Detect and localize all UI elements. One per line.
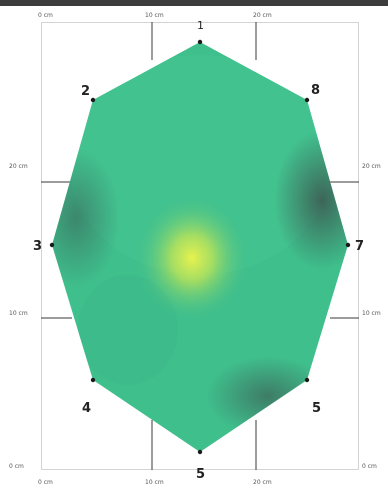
electrode-label-7: 7 <box>355 239 364 254</box>
tick-label-bottom-0: 0 cm <box>38 479 53 486</box>
tick-label-right-2: 0 cm <box>362 463 377 470</box>
tick-label-bottom-2: 20 cm <box>253 479 272 486</box>
electrode-marker-8 <box>304 97 310 103</box>
tick-label-top-2: 20 cm <box>253 12 272 19</box>
electrode-markers <box>49 39 351 455</box>
electrode-marker-7 <box>345 242 351 248</box>
electrode-label-3: 3 <box>33 239 42 254</box>
electrode-marker-6 <box>304 377 310 383</box>
tick-label-bottom-1: 10 cm <box>145 479 164 486</box>
electrode-label-2: 2 <box>81 84 90 99</box>
electrode-marker-1 <box>197 39 203 45</box>
tick-label-top-1: 10 cm <box>145 12 164 19</box>
electrode-label-5: 5 <box>196 467 205 482</box>
tick-label-right-1: 10 cm <box>362 310 381 317</box>
electrode-marker-3 <box>49 242 55 248</box>
electrode-label-8: 8 <box>311 83 320 98</box>
pressure-field <box>52 42 348 452</box>
electrode-marker-4 <box>90 377 96 383</box>
electrode-label-6: 5 <box>312 401 321 416</box>
tick-label-top-0: 0 cm <box>38 12 53 19</box>
tick-label-right-0: 20 cm <box>362 163 381 170</box>
electrode-marker-5 <box>197 449 203 455</box>
tick-label-left-2: 0 cm <box>9 463 24 470</box>
electrode-marker-2 <box>90 97 96 103</box>
tick-label-left-1: 10 cm <box>9 310 28 317</box>
grid-lines <box>41 22 359 470</box>
tick-label-left-0: 20 cm <box>9 163 28 170</box>
top-bar <box>0 0 388 6</box>
electrode-label-4: 4 <box>82 401 91 416</box>
electrode-label-1: 1 <box>197 19 204 32</box>
plot-frame <box>41 22 359 470</box>
